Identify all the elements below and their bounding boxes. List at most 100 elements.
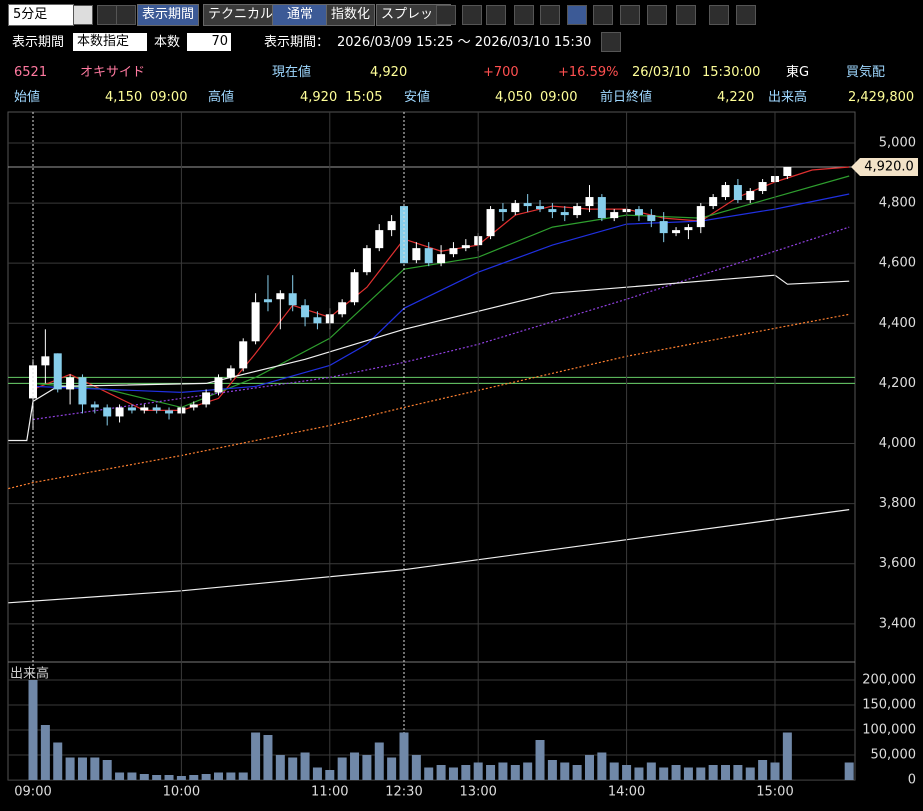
volume-bar xyxy=(448,767,458,780)
change-pct: +16.59% xyxy=(558,65,619,80)
tool-icon[interactable] xyxy=(736,5,756,25)
candle-body xyxy=(263,299,272,303)
moving-average xyxy=(8,274,850,442)
volume-bar xyxy=(745,767,755,780)
candle-body xyxy=(189,404,198,408)
count-input[interactable]: 70 xyxy=(187,33,231,51)
volume-bar xyxy=(28,680,38,780)
candle-body xyxy=(659,221,668,234)
volume-bar xyxy=(622,765,632,780)
tool-icon[interactable] xyxy=(540,5,560,25)
candle-body xyxy=(214,377,223,393)
volume-bar xyxy=(399,732,409,780)
mode-select[interactable]: 本数指定 xyxy=(73,33,147,51)
ohlc-label: 前日終値 xyxy=(600,90,653,105)
candle-body xyxy=(560,212,569,216)
ohlc-label: 始値 xyxy=(14,90,41,105)
volume-bar xyxy=(523,762,533,780)
volume-bar xyxy=(721,765,731,780)
volume-bar xyxy=(584,755,594,780)
tool-icon[interactable] xyxy=(593,5,613,25)
x-tick-label: 15:00 xyxy=(756,785,793,800)
price-tag xyxy=(851,158,918,176)
candle-body xyxy=(449,248,458,255)
candle-body xyxy=(486,209,495,237)
candle-body xyxy=(783,167,792,177)
candle-body xyxy=(387,221,396,231)
technical-button[interactable]: テクニカル xyxy=(203,4,279,26)
y-tick-label: 4,600 xyxy=(879,256,916,271)
candle-body xyxy=(313,317,322,324)
volume-bar xyxy=(362,755,372,780)
range-text: 2026/03/09 15:25 ～ 2026/03/10 15:30 xyxy=(337,35,592,50)
candle-body xyxy=(548,209,557,213)
reset-button[interactable] xyxy=(601,32,621,52)
x-tick-label: 14:00 xyxy=(608,785,645,800)
volume-bar xyxy=(844,762,854,780)
tool-icon[interactable] xyxy=(709,5,729,25)
ohlc-label: 高値 xyxy=(208,90,235,105)
volume-bar xyxy=(560,762,570,780)
normal-button[interactable]: 通常 xyxy=(272,4,328,26)
candle-body xyxy=(709,197,718,207)
index-button[interactable]: 指数化 xyxy=(326,4,376,26)
volume-bar xyxy=(424,767,434,780)
candle-body xyxy=(758,182,767,192)
next-button[interactable] xyxy=(116,5,136,25)
moving-average xyxy=(8,313,850,490)
tool-icon[interactable] xyxy=(620,5,640,25)
period-label: 表示期間 xyxy=(12,35,65,50)
volume-bar xyxy=(139,774,149,780)
volume-bar xyxy=(350,752,360,780)
y-tick-label: 5,000 xyxy=(879,135,916,150)
tool-icon[interactable] xyxy=(486,5,506,25)
ohlc-label: 出来高 xyxy=(768,90,808,105)
candle-body xyxy=(399,206,408,264)
candle-body xyxy=(647,215,656,222)
volume-bar xyxy=(758,760,768,780)
ohlc-label: 安値 xyxy=(404,90,431,105)
tool-icon[interactable] xyxy=(676,5,696,25)
candle-body xyxy=(424,248,433,264)
tool-icon[interactable] xyxy=(462,5,482,25)
volume-bar xyxy=(671,765,681,780)
dropdown-arrow[interactable] xyxy=(73,5,93,25)
volume-bar xyxy=(733,765,743,780)
volume-bar xyxy=(77,757,87,780)
volume-bar xyxy=(770,762,780,780)
ohlc-value: 4,920 xyxy=(300,90,338,105)
candle-body xyxy=(90,404,99,408)
tool-icon[interactable] xyxy=(436,5,456,25)
period-button[interactable]: 表示期間 xyxy=(137,4,200,26)
spread-button[interactable]: スプレッド xyxy=(376,4,452,26)
candle-body xyxy=(202,392,211,405)
candle-body xyxy=(597,197,606,219)
ohlc-time: 15:05 xyxy=(345,90,383,105)
tool-icon[interactable] xyxy=(647,5,667,25)
x-tick-label: 11:00 xyxy=(311,785,348,800)
volume-bar xyxy=(312,767,322,780)
tool-icon[interactable] xyxy=(514,5,534,25)
moving-average xyxy=(32,193,850,394)
candle-body xyxy=(634,209,643,216)
volume-bar xyxy=(646,762,656,780)
candle-body xyxy=(338,302,347,315)
ohlc-value: 4,050 xyxy=(495,90,533,105)
price-label: 現在値 xyxy=(272,65,312,80)
volume-bar xyxy=(189,775,199,780)
volume-bar xyxy=(65,757,75,780)
candle-body xyxy=(301,305,310,318)
tool-icon[interactable] xyxy=(567,5,587,25)
volume-bar xyxy=(683,767,693,780)
volume-bar xyxy=(547,760,557,780)
volume-bar xyxy=(609,762,619,780)
volume-bar xyxy=(152,775,162,780)
interval-select[interactable]: 5分足 xyxy=(8,4,74,26)
ohlc-time: 09:00 xyxy=(540,90,578,105)
candle-body xyxy=(66,377,75,390)
candle-body xyxy=(573,206,582,216)
volume-bar xyxy=(498,762,508,780)
y-tick-label: 200,000 xyxy=(862,673,916,688)
x-tick-label: 12:30 xyxy=(385,785,422,800)
volume-bar xyxy=(226,772,236,780)
